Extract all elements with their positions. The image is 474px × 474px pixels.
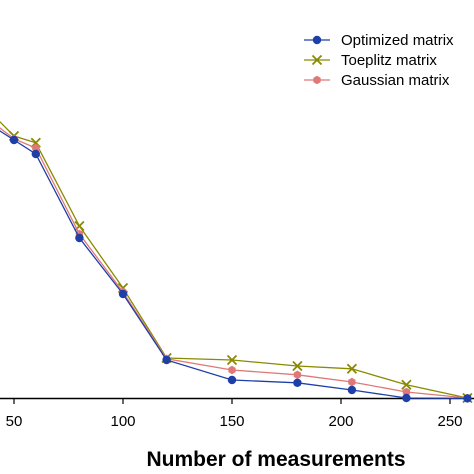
axes: 50 100 150 200 250 — [0, 397, 474, 430]
data-point — [401, 379, 412, 390]
data-point — [463, 394, 472, 403]
data-point — [313, 75, 321, 85]
data-point — [228, 365, 236, 375]
data-point — [402, 393, 411, 403]
data-point — [118, 289, 128, 299]
x-tick-label: 100 — [110, 413, 135, 430]
data-point — [226, 354, 238, 366]
series-optimized-matrix — [0, 130, 472, 403]
series-line — [0, 120, 468, 399]
data-point — [402, 387, 411, 397]
data-point — [347, 385, 357, 395]
data-point — [346, 363, 358, 374]
data-point — [293, 378, 302, 387]
data-point — [312, 35, 322, 45]
series-layer — [0, 120, 473, 404]
data-point — [9, 135, 19, 145]
series-line — [0, 127, 468, 399]
legend-label: Gaussian matrix — [341, 72, 450, 89]
x-tick-label: 150 — [219, 413, 244, 430]
series-toeplitz-matrix — [0, 120, 473, 404]
data-point — [162, 355, 171, 365]
data-point — [311, 54, 323, 66]
x-tick-label: 200 — [328, 413, 353, 430]
data-point — [348, 377, 356, 387]
data-point — [32, 143, 40, 153]
series-gaussian-matrix — [0, 127, 472, 403]
legend-entry: Optimized matrix — [304, 32, 454, 49]
data-point — [227, 375, 237, 385]
x-tick-label: 50 — [6, 413, 23, 430]
legend-entry: Gaussian matrix — [304, 72, 450, 89]
legend-label: Optimized matrix — [341, 32, 454, 49]
legend-label: Toeplitz matrix — [341, 52, 437, 69]
data-point — [293, 370, 302, 379]
legend: Optimized matrix Toeplitz matrix Gaussian … — [304, 32, 454, 89]
legend-entry: Toeplitz matrix — [304, 52, 437, 69]
data-point — [75, 233, 84, 243]
x-axis-title: Number of measurements — [146, 448, 405, 471]
data-point — [31, 149, 40, 159]
x-tick-label: 250 — [437, 413, 462, 430]
data-point — [292, 360, 303, 372]
